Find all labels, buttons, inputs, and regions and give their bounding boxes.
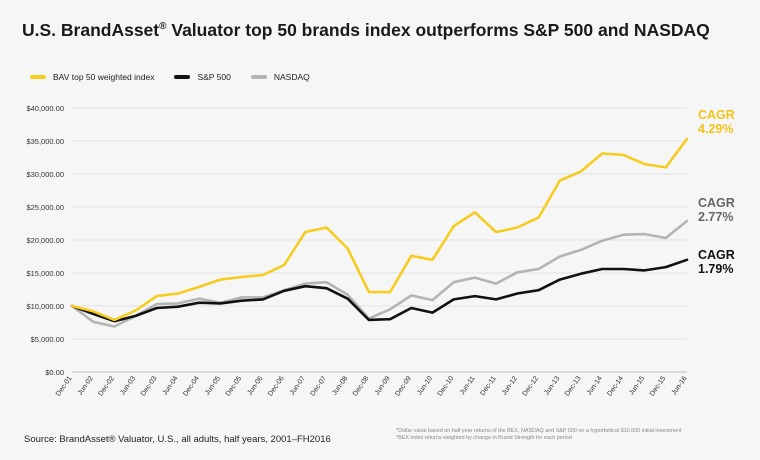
x-tick-label: Dec-04 — [182, 375, 201, 398]
chart-legend: BAV top 50 weighted index S&P 500 NASDAQ — [30, 72, 330, 82]
legend-label-sp500: S&P 500 — [197, 72, 231, 82]
cagr-sp500: CAGR 1.79% — [698, 248, 735, 276]
cagr-bav-label: CAGR — [698, 108, 735, 122]
x-tick-label: Jun-12 — [501, 375, 519, 397]
x-tick-label: Jun-07 — [289, 375, 307, 397]
footnote: *Dollar value based on half year returns… — [396, 428, 746, 442]
x-tick-label: Dec-08 — [352, 375, 371, 398]
legend-item-nasdaq: NASDAQ — [250, 72, 310, 82]
legend-swatch-sp500 — [174, 75, 191, 79]
cagr-nasdaq-label: CAGR — [698, 196, 735, 210]
x-tick-label: Dec-10 — [437, 375, 456, 398]
x-tick-label: Jun-05 — [204, 375, 222, 397]
y-tick-label: $15,000.00 — [26, 269, 64, 278]
cagr-bav-value: 4.29% — [698, 122, 734, 136]
x-tick-label: Jun-02 — [77, 375, 95, 397]
x-tick-label: Jun-10 — [416, 375, 434, 397]
x-tick-label: Dec-05 — [225, 375, 244, 398]
legend-item-bav: BAV top 50 weighted index — [30, 72, 154, 82]
x-tick-label: Dec-01 — [55, 375, 74, 398]
x-tick-label: Dec-07 — [309, 375, 328, 398]
series-line-bav — [70, 137, 689, 322]
x-tick-label: Dec-03 — [140, 375, 159, 398]
x-tick-label: Dec-06 — [267, 375, 286, 398]
y-tick-label: $10,000.00 — [26, 302, 64, 311]
series-line-nasdaq — [70, 219, 689, 328]
legend-item-sp500: S&P 500 — [174, 72, 231, 82]
y-tick-label: $0.00 — [45, 368, 64, 377]
x-tick-label: Dec-13 — [564, 375, 583, 398]
cagr-nasdaq-value: 2.77% — [698, 210, 734, 224]
legend-label-bav: BAV top 50 weighted index — [53, 72, 155, 82]
cagr-nasdaq: CAGR 2.77% — [698, 196, 735, 224]
x-tick-label: Jun-14 — [586, 375, 604, 397]
x-tick-label: Jun-13 — [543, 375, 561, 397]
x-tick-label: Jun-16 — [671, 375, 689, 397]
x-tick-label: Jun-08 — [331, 375, 349, 397]
x-tick-label: Jun-15 — [628, 375, 646, 397]
x-tick-label: Dec-02 — [97, 375, 116, 398]
footnote-line-1: *Dollar value based on half year returns… — [396, 428, 682, 434]
x-tick-label: Dec-12 — [522, 375, 541, 398]
x-tick-label: Dec-15 — [649, 375, 668, 398]
chart-title: U.S. BrandAsset® Valuator top 50 brands … — [22, 20, 710, 40]
x-tick-label: Jun-06 — [246, 375, 264, 397]
y-tick-label: $5,000.00 — [31, 335, 64, 344]
x-tick-label: Dec-11 — [479, 375, 497, 397]
footnote-line-2: *BEX index returns weighted by change in… — [396, 435, 572, 441]
cagr-sp500-value: 1.79% — [698, 262, 734, 276]
series-line-sp500 — [70, 258, 689, 323]
x-tick-label: Dec-09 — [394, 375, 413, 398]
x-tick-label: Jun-11 — [459, 375, 477, 396]
x-tick-label: Dec-14 — [606, 375, 625, 398]
x-tick-label: Jun-09 — [374, 375, 392, 397]
y-tick-label: $25,000.00 — [26, 203, 64, 212]
cagr-bav: CAGR 4.29% — [698, 108, 735, 136]
x-tick-label: Jun-03 — [119, 375, 137, 397]
source-note: Source: BrandAsset® Valuator, U.S., all … — [24, 434, 331, 445]
legend-swatch-bav — [30, 75, 46, 79]
y-tick-label: $30,000.00 — [26, 170, 64, 179]
y-tick-label: $20,000.00 — [26, 236, 64, 245]
legend-swatch-nasdaq — [250, 75, 267, 79]
legend-label-nasdaq: NASDAQ — [273, 72, 310, 82]
y-tick-label: $35,000.00 — [26, 137, 64, 146]
x-tick-label: Jun-04 — [162, 375, 180, 397]
y-tick-label: $40,000.00 — [26, 104, 64, 113]
cagr-sp500-label: CAGR — [698, 248, 735, 262]
